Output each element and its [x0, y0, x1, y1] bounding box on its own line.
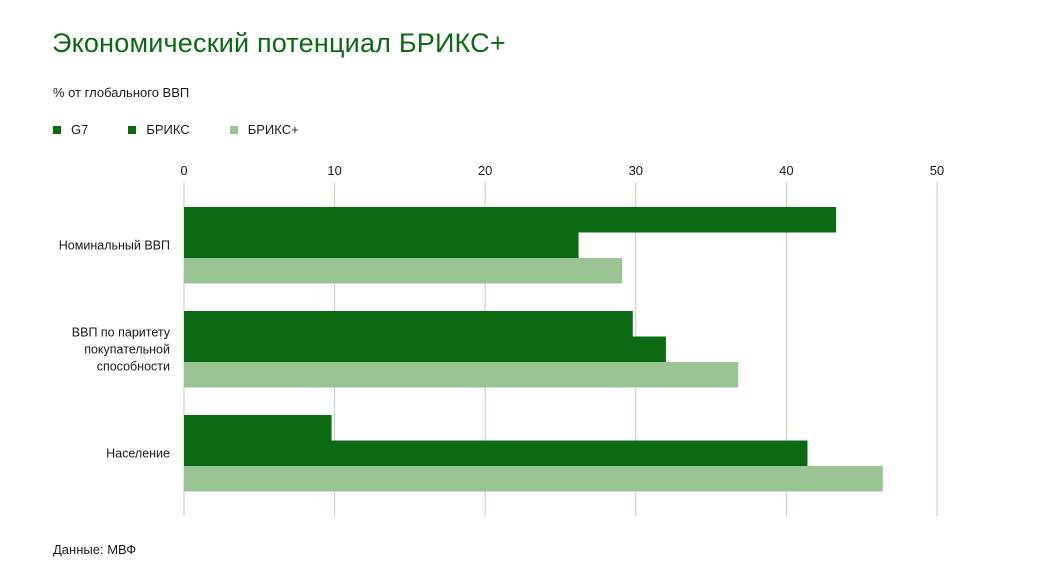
legend-item-brics-plus: БРИКС+: [229, 122, 299, 137]
legend-label-g7: G7: [71, 122, 89, 137]
legend-swatch-g7: [53, 125, 61, 134]
x-tick-label: 50: [930, 163, 944, 178]
chart-subtitle: % от глобального ВВП: [53, 85, 190, 100]
legend-item-brics: БРИКС: [128, 122, 190, 137]
bar-brics: [184, 232, 579, 258]
bar-brics-plus: [184, 466, 883, 492]
x-tick-label: 0: [180, 163, 187, 178]
legend-label-brics: БРИКС: [146, 122, 190, 137]
x-tick-label: 40: [779, 163, 793, 178]
bar-g7: [184, 311, 633, 337]
x-tick-label: 30: [629, 163, 643, 178]
x-tick-label: 10: [327, 163, 341, 178]
legend-label-brics-plus: БРИКС+: [247, 122, 299, 137]
chart-title: Экономический потенциал БРИКС+: [52, 28, 506, 58]
category-label: ВВП по паритету покупательной способности: [72, 325, 171, 373]
legend-swatch-brics-plus: [229, 125, 238, 134]
legend: G7 БРИКС БРИКС+: [53, 122, 339, 137]
category-label: Номинальный ВВП: [59, 238, 170, 252]
bar-brics-plus: [184, 258, 623, 284]
bar-brics: [184, 440, 808, 466]
legend-swatch-brics: [128, 125, 137, 134]
bar-brics-plus: [184, 362, 739, 388]
bar-brics: [184, 336, 666, 362]
bar-g7: [184, 415, 332, 441]
source-note: Данные: МВФ: [53, 542, 137, 557]
legend-item-g7: G7: [53, 122, 88, 137]
x-tick-label: 20: [478, 163, 492, 178]
category-label: Население: [106, 446, 170, 460]
bar-g7: [184, 207, 837, 233]
